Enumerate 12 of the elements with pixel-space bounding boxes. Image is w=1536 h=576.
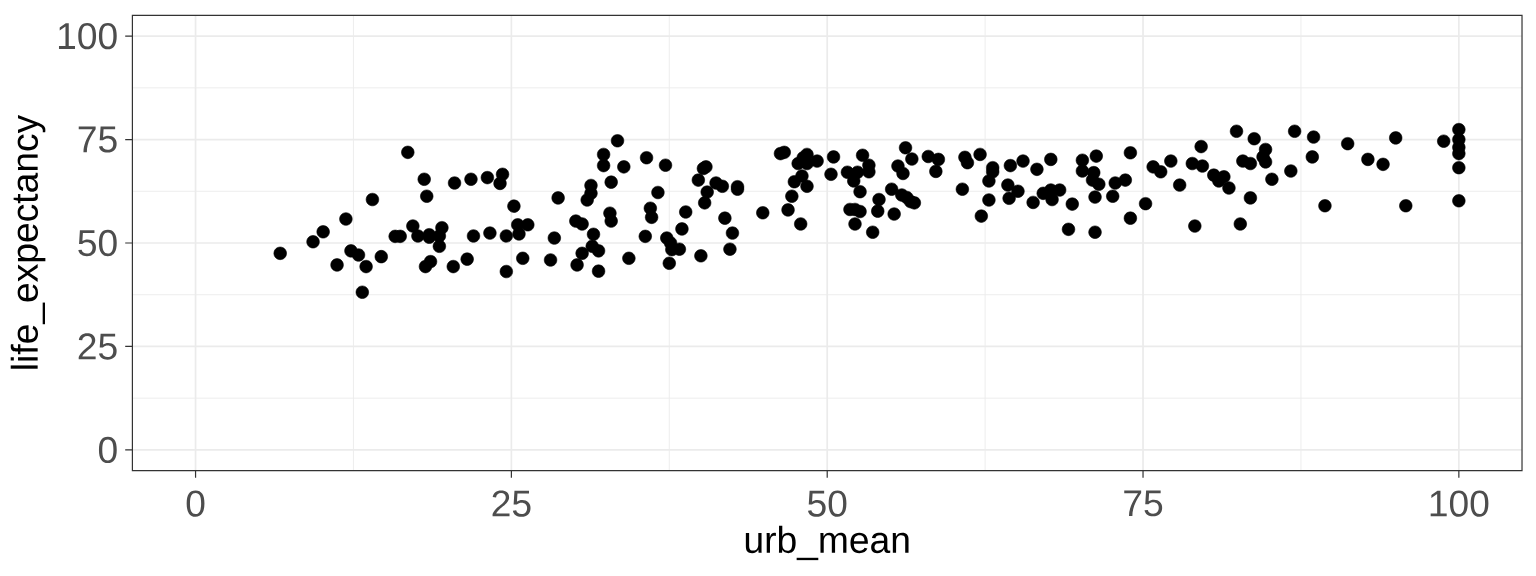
- x-tick-label: 25: [492, 490, 531, 517]
- x-tick-label: 0: [186, 490, 205, 517]
- x-tick-label: 100: [1430, 490, 1489, 517]
- x-tick-label: 50: [808, 490, 847, 517]
- y-tick-label: 0: [98, 436, 117, 464]
- x-tick-label: 75: [1124, 490, 1163, 517]
- y-tick-label: 75: [78, 126, 117, 153]
- y-tick-label: 25: [78, 333, 117, 360]
- y-tick-label: 50: [78, 229, 117, 257]
- y-tick-label: 100: [58, 22, 117, 50]
- y-axis-title: life_expectancy: [10, 114, 46, 369]
- x-axis-title: urb_mean: [745, 525, 909, 561]
